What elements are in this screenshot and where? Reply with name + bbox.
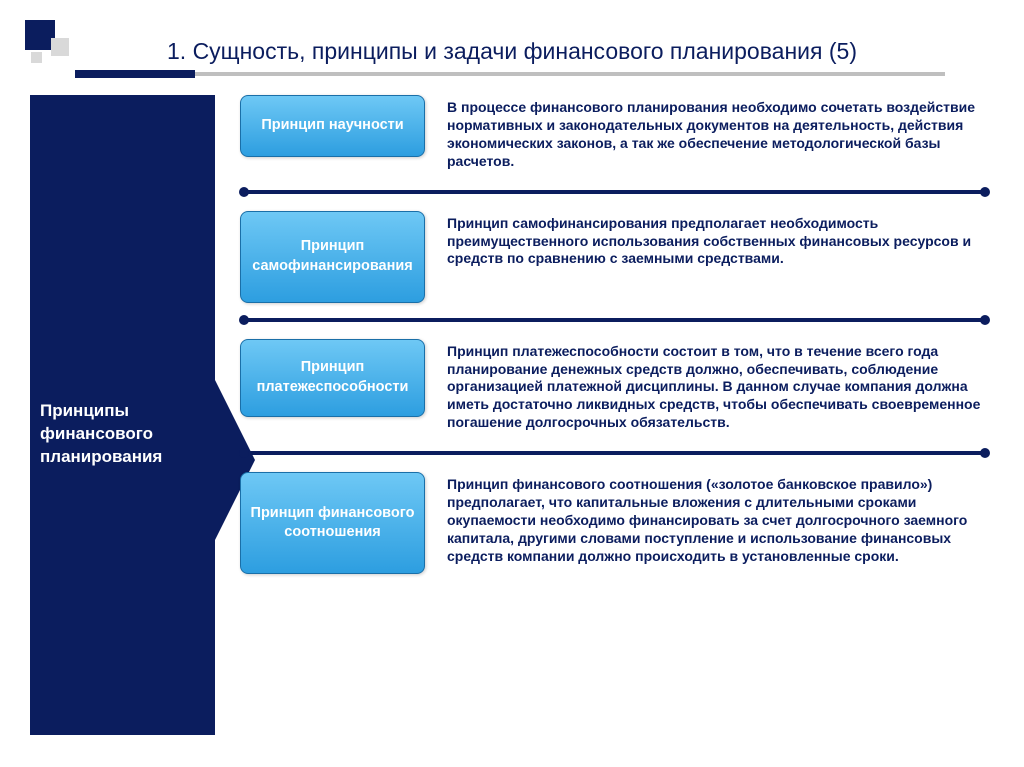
principle-description: Принцип платежеспособности состоит в том… bbox=[425, 339, 1000, 437]
content-area: Принцип научности В процессе финансового… bbox=[240, 95, 1000, 582]
slide-title: 1. Сущность, принципы и задачи финансово… bbox=[0, 38, 1024, 65]
divider bbox=[240, 448, 1000, 458]
divider bbox=[240, 315, 1000, 325]
title-underline bbox=[75, 72, 945, 76]
principle-row: Принцип финансового соотношения Принцип … bbox=[240, 472, 1000, 574]
principle-box-selffinance: Принцип самофинансирования bbox=[240, 211, 425, 303]
principle-row: Принцип научности В процессе финансового… bbox=[240, 95, 1000, 175]
principle-description: В процессе финансового планирования необ… bbox=[425, 95, 1000, 175]
principle-box-solvency: Принцип платежеспособности bbox=[240, 339, 425, 417]
principle-description: Принцип финансового соотношения («золото… bbox=[425, 472, 1000, 570]
principle-row: Принцип самофинансирования Принцип самоф… bbox=[240, 211, 1000, 303]
principle-description: Принцип самофинансирования предполагает … bbox=[425, 211, 1000, 273]
divider bbox=[240, 187, 1000, 197]
principle-box-science: Принцип научности bbox=[240, 95, 425, 157]
left-panel-label: Принципы финансового планирования bbox=[40, 400, 205, 469]
principle-row: Принцип платежеспособности Принцип плате… bbox=[240, 339, 1000, 437]
principle-box-ratio: Принцип финансового соотношения bbox=[240, 472, 425, 574]
